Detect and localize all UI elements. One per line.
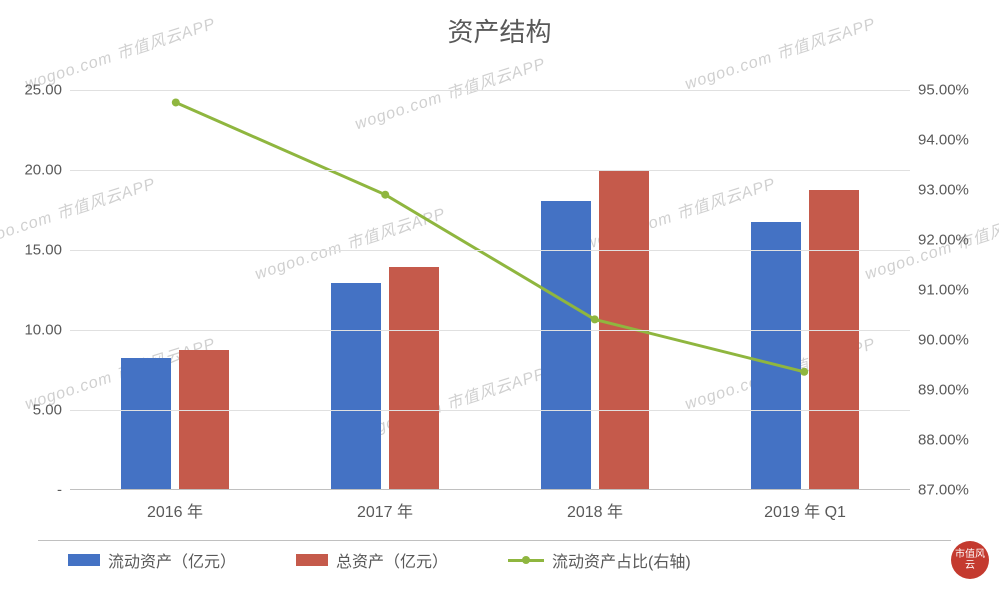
y2-tick-label: 92.00%	[918, 232, 969, 249]
line-marker	[172, 98, 180, 106]
legend-item-bar2: 总资产（亿元）	[296, 548, 448, 572]
y1-tick-label: 10.00	[24, 322, 62, 339]
y2-tick-label: 87.00%	[918, 482, 969, 499]
legend-item-line: 流动资产占比(右轴)	[508, 548, 691, 572]
x-tick-label: 2018 年	[567, 498, 623, 522]
x-tick-label: 2017 年	[357, 498, 413, 522]
y2-tick-label: 89.00%	[918, 382, 969, 399]
y2-tick-label: 88.00%	[918, 432, 969, 449]
legend: 流动资产（亿元） 总资产（亿元） 流动资产占比(右轴)	[38, 540, 951, 571]
y1-tick-label: 5.00	[33, 402, 62, 419]
legend-swatch	[508, 559, 544, 562]
line-series	[176, 102, 804, 371]
line-layer	[70, 90, 910, 489]
chart-container: wogoo.com 市值风云APP wogoo.com 市值风云APP wogo…	[0, 0, 999, 599]
x-tick-label: 2019 年 Q1	[764, 498, 846, 522]
y2-tick-label: 90.00%	[918, 332, 969, 349]
legend-label: 流动资产（亿元）	[108, 548, 236, 572]
legend-label: 流动资产占比(右轴)	[552, 548, 691, 572]
x-tick-label: 2016 年	[147, 498, 203, 522]
y1-tick-label: 15.00	[24, 242, 62, 259]
line-marker	[381, 191, 389, 199]
y1-tick-label: -	[57, 482, 62, 499]
brand-badge-icon: 市值风云	[951, 541, 989, 579]
line-marker	[591, 315, 599, 323]
y1-tick-label: 25.00	[24, 82, 62, 99]
x-axis-labels: 2016 年 2017 年 2018 年 2019 年 Q1	[70, 498, 910, 528]
legend-item-bar1: 流动资产（亿元）	[68, 548, 236, 572]
y2-tick-label: 91.00%	[918, 282, 969, 299]
plot-area: -5.0010.0015.0020.0025.0087.00%88.00%89.…	[70, 90, 910, 490]
y2-tick-label: 94.00%	[918, 132, 969, 149]
legend-label: 总资产（亿元）	[336, 548, 448, 572]
legend-swatch	[68, 554, 100, 566]
y1-tick-label: 20.00	[24, 162, 62, 179]
y2-tick-label: 93.00%	[918, 182, 969, 199]
legend-swatch	[296, 554, 328, 566]
line-marker	[800, 368, 808, 376]
y2-tick-label: 95.00%	[918, 82, 969, 99]
chart-title: 资产结构	[0, 12, 999, 49]
